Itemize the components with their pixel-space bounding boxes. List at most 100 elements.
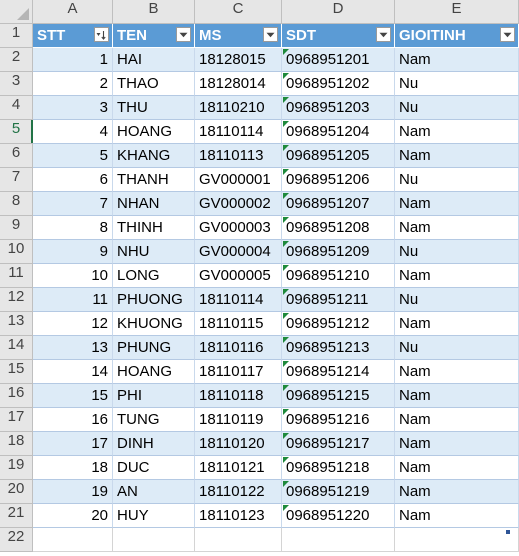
number-as-text-indicator-icon[interactable] xyxy=(283,361,289,367)
cell-sdt[interactable]: 0968951220 xyxy=(282,504,395,528)
table-resize-handle[interactable] xyxy=(506,530,510,534)
cell-stt[interactable]: 8 xyxy=(33,216,113,240)
cell-stt[interactable]: 17 xyxy=(33,432,113,456)
select-all-corner[interactable] xyxy=(0,0,33,24)
row-header-18[interactable]: 18 xyxy=(0,432,33,456)
number-as-text-indicator-icon[interactable] xyxy=(283,337,289,343)
cell-gioitinh[interactable]: Nam xyxy=(395,432,519,456)
row-header-9[interactable]: 9 xyxy=(0,216,33,240)
cell-ms[interactable]: GV000002 xyxy=(195,192,282,216)
empty-cell[interactable] xyxy=(195,528,282,552)
cell-ms[interactable]: 18110123 xyxy=(195,504,282,528)
cell-ten[interactable]: HUY xyxy=(113,504,195,528)
cell-ms[interactable]: GV000005 xyxy=(195,264,282,288)
cell-ten[interactable]: DUC xyxy=(113,456,195,480)
cell-sdt[interactable]: 0968951219 xyxy=(282,480,395,504)
cell-sdt[interactable]: 0968951206 xyxy=(282,168,395,192)
number-as-text-indicator-icon[interactable] xyxy=(283,121,289,127)
row-header-1[interactable]: 1 xyxy=(0,24,33,48)
cell-gioitinh[interactable]: Nu xyxy=(395,72,519,96)
cell-ms[interactable]: 18128015 xyxy=(195,48,282,72)
cell-ten[interactable]: THINH xyxy=(113,216,195,240)
cell-gioitinh[interactable]: Nam xyxy=(395,456,519,480)
cell-stt[interactable]: 2 xyxy=(33,72,113,96)
cell-ten[interactable]: KHUONG xyxy=(113,312,195,336)
table-header-gioitinh[interactable]: GIOITINH xyxy=(395,24,519,48)
row-header-11[interactable]: 11 xyxy=(0,264,33,288)
cell-gioitinh[interactable]: Nam xyxy=(395,360,519,384)
cell-sdt[interactable]: 0968951213 xyxy=(282,336,395,360)
row-header-14[interactable]: 14 xyxy=(0,336,33,360)
cell-sdt[interactable]: 0968951216 xyxy=(282,408,395,432)
number-as-text-indicator-icon[interactable] xyxy=(283,241,289,247)
cell-gioitinh[interactable]: Nam xyxy=(395,192,519,216)
row-header-15[interactable]: 15 xyxy=(0,360,33,384)
cell-stt[interactable]: 5 xyxy=(33,144,113,168)
row-header-21[interactable]: 21 xyxy=(0,504,33,528)
table-header-stt[interactable]: STT xyxy=(33,24,113,48)
cell-ms[interactable]: 18110120 xyxy=(195,432,282,456)
cell-sdt[interactable]: 0968951207 xyxy=(282,192,395,216)
cell-gioitinh[interactable]: Nam xyxy=(395,216,519,240)
cell-ms[interactable]: 18110116 xyxy=(195,336,282,360)
cell-sdt[interactable]: 0968951215 xyxy=(282,384,395,408)
cell-ms[interactable]: 18128014 xyxy=(195,72,282,96)
cell-ms[interactable]: 18110114 xyxy=(195,288,282,312)
cell-ms[interactable]: 18110118 xyxy=(195,384,282,408)
table-header-ms[interactable]: MS xyxy=(195,24,282,48)
cell-ten[interactable]: DINH xyxy=(113,432,195,456)
cell-sdt[interactable]: 0968951217 xyxy=(282,432,395,456)
cell-gioitinh[interactable]: Nam xyxy=(395,408,519,432)
cell-ms[interactable]: GV000003 xyxy=(195,216,282,240)
cell-sdt[interactable]: 0968951205 xyxy=(282,144,395,168)
cell-ten[interactable]: LONG xyxy=(113,264,195,288)
number-as-text-indicator-icon[interactable] xyxy=(283,289,289,295)
cell-ten[interactable]: AN xyxy=(113,480,195,504)
cell-sdt[interactable]: 0968951208 xyxy=(282,216,395,240)
cell-gioitinh[interactable]: Nam xyxy=(395,504,519,528)
cell-ms[interactable]: 18110115 xyxy=(195,312,282,336)
cell-sdt[interactable]: 0968951211 xyxy=(282,288,395,312)
row-header-5[interactable]: 5 xyxy=(0,120,33,144)
cell-ten[interactable]: NHU xyxy=(113,240,195,264)
table-header-ten[interactable]: TEN xyxy=(113,24,195,48)
cell-ms[interactable]: 18110113 xyxy=(195,144,282,168)
number-as-text-indicator-icon[interactable] xyxy=(283,505,289,511)
cell-stt[interactable]: 15 xyxy=(33,384,113,408)
cell-stt[interactable]: 18 xyxy=(33,456,113,480)
number-as-text-indicator-icon[interactable] xyxy=(283,169,289,175)
empty-cell[interactable] xyxy=(395,528,519,552)
cell-ten[interactable]: THANH xyxy=(113,168,195,192)
cell-sdt[interactable]: 0968951201 xyxy=(282,48,395,72)
cell-gioitinh[interactable]: Nu xyxy=(395,96,519,120)
empty-cell[interactable] xyxy=(33,528,113,552)
row-header-4[interactable]: 4 xyxy=(0,96,33,120)
cell-sdt[interactable]: 0968951204 xyxy=(282,120,395,144)
cell-stt[interactable]: 11 xyxy=(33,288,113,312)
cell-ms[interactable]: GV000004 xyxy=(195,240,282,264)
cell-ms[interactable]: 18110122 xyxy=(195,480,282,504)
filter-dropdown-icon[interactable] xyxy=(376,27,391,42)
cell-stt[interactable]: 4 xyxy=(33,120,113,144)
row-header-10[interactable]: 10 xyxy=(0,240,33,264)
cell-ten[interactable]: NHAN xyxy=(113,192,195,216)
cell-stt[interactable]: 16 xyxy=(33,408,113,432)
cell-gioitinh[interactable]: Nu xyxy=(395,288,519,312)
cell-stt[interactable]: 6 xyxy=(33,168,113,192)
cell-gioitinh[interactable]: Nam xyxy=(395,264,519,288)
cell-ten[interactable]: KHANG xyxy=(113,144,195,168)
cell-gioitinh[interactable]: Nam xyxy=(395,120,519,144)
cell-gioitinh[interactable]: Nu xyxy=(395,240,519,264)
cell-gioitinh[interactable]: Nam xyxy=(395,312,519,336)
number-as-text-indicator-icon[interactable] xyxy=(283,73,289,79)
cell-ms[interactable]: 18110210 xyxy=(195,96,282,120)
cell-ten[interactable]: HOANG xyxy=(113,120,195,144)
filter-dropdown-icon[interactable] xyxy=(263,27,278,42)
sort-ascending-filter-icon[interactable] xyxy=(94,27,109,42)
cell-ten[interactable]: PHI xyxy=(113,384,195,408)
number-as-text-indicator-icon[interactable] xyxy=(283,97,289,103)
cell-stt[interactable]: 7 xyxy=(33,192,113,216)
cell-stt[interactable]: 10 xyxy=(33,264,113,288)
cell-gioitinh[interactable]: Nam xyxy=(395,480,519,504)
row-header-20[interactable]: 20 xyxy=(0,480,33,504)
